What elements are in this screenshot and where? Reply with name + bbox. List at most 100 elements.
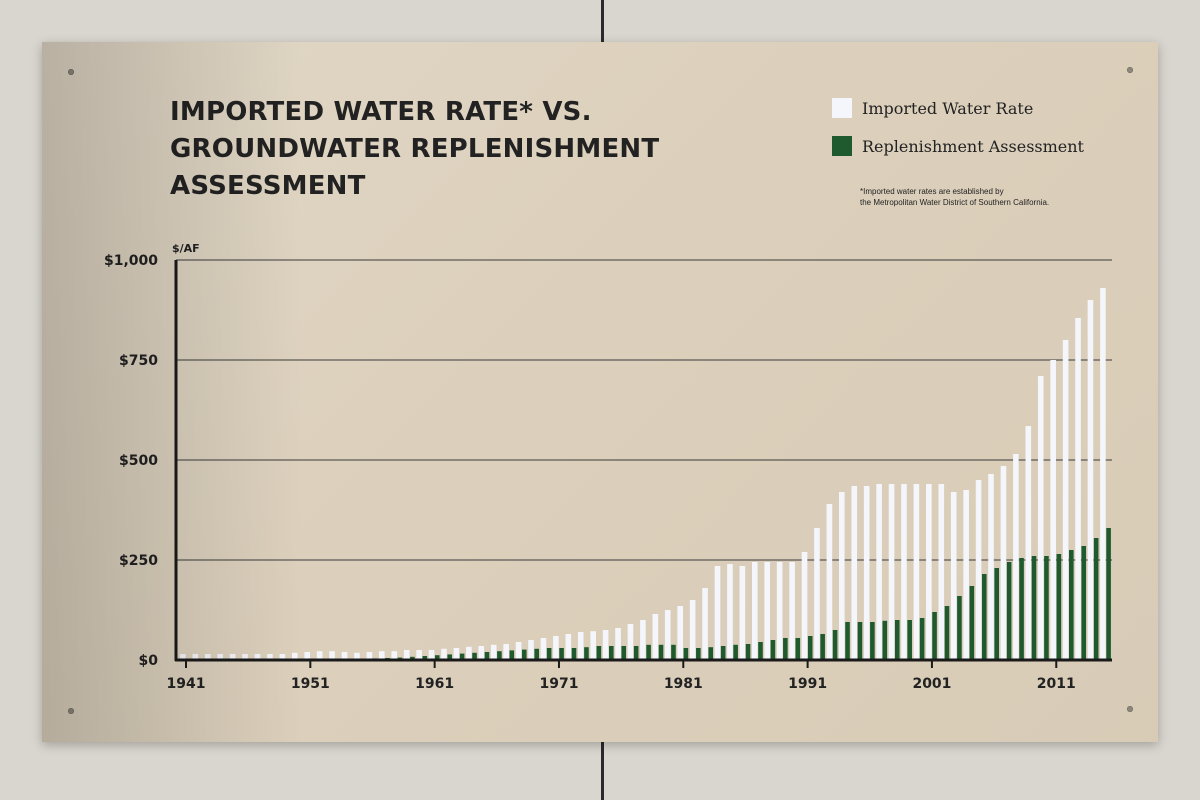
y-tick-label: $0: [139, 653, 159, 669]
screw-top-right: [1127, 67, 1133, 73]
bar-imported-water-rate: [466, 646, 472, 660]
bar-replenishment-assessment: [969, 586, 975, 660]
bar-imported-water-rate: [204, 654, 211, 660]
x-tick-label: 1991: [788, 676, 827, 692]
bar-imported-water-rate: [1000, 466, 1007, 660]
legend: Imported Water Rate Replenishment Assess…: [832, 94, 1084, 170]
screw-bottom-left: [68, 708, 74, 714]
bar-replenishment-assessment: [658, 644, 664, 660]
x-tick-label: 1941: [167, 676, 206, 692]
bar-replenishment-assessment: [696, 648, 701, 660]
footnote: *Imported water rates are established by…: [860, 187, 1050, 207]
bar-imported-water-rate: [689, 600, 696, 660]
bar-replenishment-assessment: [671, 644, 676, 660]
bar-replenishment-assessment: [795, 638, 801, 660]
bar-imported-water-rate: [540, 638, 547, 660]
bar-replenishment-assessment: [932, 612, 937, 660]
bar-replenishment-assessment: [472, 652, 477, 660]
bar-replenishment-assessment: [434, 655, 440, 660]
bar-replenishment-assessment: [857, 622, 863, 660]
bar-imported-water-rate: [801, 552, 808, 660]
bar-imported-water-rate: [416, 650, 422, 660]
bar-imported-water-rate: [577, 632, 584, 660]
bar-imported-water-rate: [851, 486, 858, 660]
bar-imported-water-rate: [826, 504, 833, 660]
bar-imported-water-rate: [863, 486, 870, 660]
bar-replenishment-assessment: [770, 640, 776, 660]
bar-imported-water-rate: [963, 490, 969, 660]
bar-replenishment-assessment: [1031, 556, 1037, 660]
bar-imported-water-rate: [1025, 426, 1032, 660]
bar-imported-water-rate: [776, 562, 783, 660]
bar-imported-water-rate: [640, 620, 646, 660]
chart-title: IMPORTED WATER RATE* VS. GROUNDWATER REP…: [170, 94, 690, 205]
bar-replenishment-assessment: [683, 648, 689, 660]
bar-imported-water-rate: [329, 651, 335, 660]
bar-replenishment-assessment: [546, 648, 552, 660]
bar-replenishment-assessment: [509, 650, 515, 660]
title-line-3: ASSESSMENT: [170, 171, 366, 201]
legend-label-replenishment: Replenishment Assessment: [862, 136, 1084, 156]
bar-imported-water-rate: [528, 640, 534, 660]
bar-imported-water-rate: [814, 528, 820, 660]
bar-imported-water-rate: [267, 654, 273, 660]
bar-replenishment-assessment: [994, 568, 1000, 660]
bar-imported-water-rate: [590, 631, 596, 660]
bar-imported-water-rate: [988, 474, 994, 660]
bar-imported-water-rate: [1075, 318, 1081, 660]
bar-imported-water-rate: [950, 492, 957, 660]
wall-seam-bottom: [601, 742, 604, 800]
bar-imported-water-rate: [901, 484, 907, 660]
bar-imported-water-rate: [876, 484, 882, 660]
screw-top-left: [68, 69, 74, 75]
bar-imported-water-rate: [1087, 300, 1094, 660]
y-tick-label: $1,000: [104, 253, 158, 269]
bar-replenishment-assessment: [907, 620, 912, 660]
x-tick-label: 1951: [291, 676, 330, 692]
bar-imported-water-rate: [652, 614, 659, 660]
bar-imported-water-rate: [1100, 288, 1106, 660]
bar-imported-water-rate: [304, 652, 311, 660]
bar-replenishment-assessment: [459, 653, 465, 660]
bar-replenishment-assessment: [497, 651, 502, 660]
bar-chart: $/AF $1,000 $750 $500 $250 $0 1941 1951 1961 1971…: [104, 242, 1112, 692]
bar-imported-water-rate: [279, 654, 286, 660]
bar-replenishment-assessment: [882, 620, 888, 660]
bar-replenishment-assessment: [919, 618, 925, 660]
bar-imported-water-rate: [938, 484, 945, 660]
bar-imported-water-rate: [180, 654, 186, 660]
bar-replenishment-assessment: [957, 596, 962, 660]
bar-replenishment-assessment: [422, 656, 428, 660]
x-tick-label: 2001: [912, 676, 951, 692]
y-tick-label: $750: [119, 353, 158, 369]
bar-replenishment-assessment: [720, 646, 726, 660]
bar-imported-water-rate: [926, 484, 932, 660]
bar-imported-water-rate: [913, 484, 920, 660]
y-tick-label: $500: [119, 453, 158, 469]
bar-imported-water-rate: [366, 652, 373, 660]
bar-replenishment-assessment: [870, 622, 875, 660]
bar-replenishment-assessment: [571, 648, 577, 660]
legend-swatch-replenishment: [832, 136, 852, 156]
bar-imported-water-rate: [316, 651, 323, 660]
bar-replenishment-assessment: [1019, 558, 1024, 660]
bar-replenishment-assessment: [1044, 556, 1049, 660]
bar-imported-water-rate: [677, 606, 683, 660]
legend-item-replenishment: Replenishment Assessment: [832, 132, 1084, 160]
bar-replenishment-assessment: [1056, 554, 1062, 660]
bar-imported-water-rate: [553, 636, 559, 660]
bar-replenishment-assessment: [584, 647, 589, 660]
x-tick-label: 1971: [539, 676, 578, 692]
bar-imported-water-rate: [1050, 360, 1056, 660]
bar-replenishment-assessment: [981, 574, 987, 660]
bar-imported-water-rate: [478, 646, 485, 660]
y-tick-label: $250: [119, 553, 158, 569]
bar-imported-water-rate: [490, 644, 497, 660]
bar-replenishment-assessment: [1081, 546, 1087, 660]
bar-imported-water-rate: [503, 644, 509, 660]
bar-imported-water-rate: [254, 654, 261, 660]
bar-replenishment-assessment: [410, 656, 415, 660]
bar-imported-water-rate: [839, 492, 845, 660]
chart-board: IMPORTED WATER RATE* VS. GROUNDWATER REP…: [42, 42, 1158, 742]
bar-imported-water-rate: [1037, 376, 1044, 660]
